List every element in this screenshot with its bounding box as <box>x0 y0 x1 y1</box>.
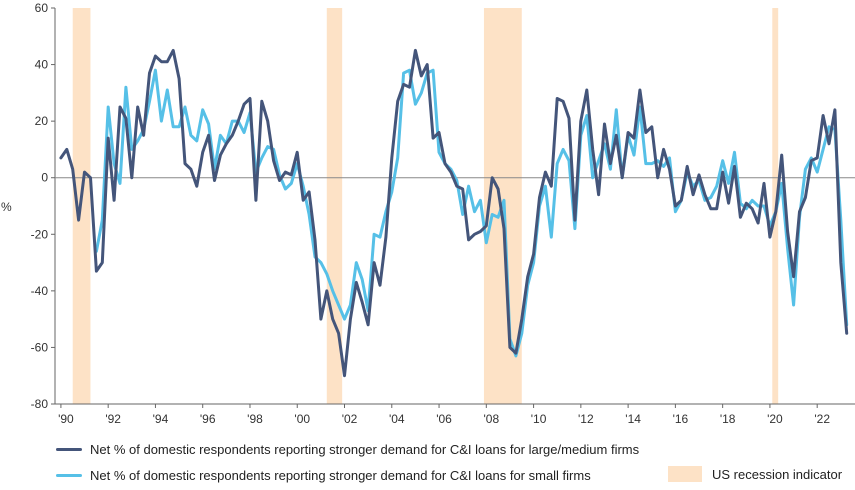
y-tick-label: -40 <box>31 284 49 298</box>
x-tick-label: '20 <box>767 412 783 426</box>
legend: Net % of domestic respondents reporting … <box>0 436 855 490</box>
legend-swatch-recession <box>668 466 702 482</box>
x-tick-label: '06 <box>436 412 452 426</box>
y-tick-label: 60 <box>35 1 49 15</box>
x-tick-label: '12 <box>578 412 594 426</box>
series-line-large-medium-firms <box>59 48 849 378</box>
x-tick-label: '92 <box>105 412 121 426</box>
y-tick-label: -20 <box>31 227 49 241</box>
legend-item-large-medium-firms: Net % of domestic respondents reporting … <box>56 442 639 457</box>
y-axis-label: % <box>1 200 12 214</box>
x-tick-label: '14 <box>625 412 641 426</box>
x-tick-label: '00 <box>294 412 310 426</box>
y-tick-label: -60 <box>31 340 49 354</box>
x-tick-label: '96 <box>200 412 216 426</box>
x-tick-label: '04 <box>389 412 405 426</box>
legend-item-small-firms: Net % of domestic respondents reporting … <box>56 468 591 483</box>
x-tick-label: '10 <box>531 412 547 426</box>
legend-label-large-medium-firms: Net % of domestic respondents reporting … <box>90 442 640 457</box>
x-tick-label: '22 <box>814 412 830 426</box>
x-tick-label: '02 <box>342 412 358 426</box>
line-chart: -80 -60 -40 -20 0 20 40 60 '90 '92 '94 '96 '98 '00 '02… <box>1 1 855 426</box>
x-tick-label: '16 <box>673 412 689 426</box>
y-tick-label: 20 <box>35 114 49 128</box>
x-tick-label: '18 <box>720 412 736 426</box>
legend-item-recession: US recession indicator <box>668 466 842 482</box>
x-tick-label: '94 <box>153 412 169 426</box>
x-tick-label: '08 <box>483 412 499 426</box>
x-tick-label: '90 <box>58 412 74 426</box>
x-tick-label: '98 <box>247 412 263 426</box>
legend-label-recession: US recession indicator <box>712 466 843 482</box>
y-tick-label: 40 <box>35 58 49 72</box>
legend-label-small-firms: Net % of domestic respondents reporting … <box>90 468 591 483</box>
legend-swatch-large-medium-firms <box>56 448 82 451</box>
y-tick-label: 0 <box>41 171 48 185</box>
series-line-small-firms <box>94 68 849 358</box>
y-tick-label: -80 <box>31 397 49 411</box>
legend-swatch-small-firms <box>56 474 82 477</box>
